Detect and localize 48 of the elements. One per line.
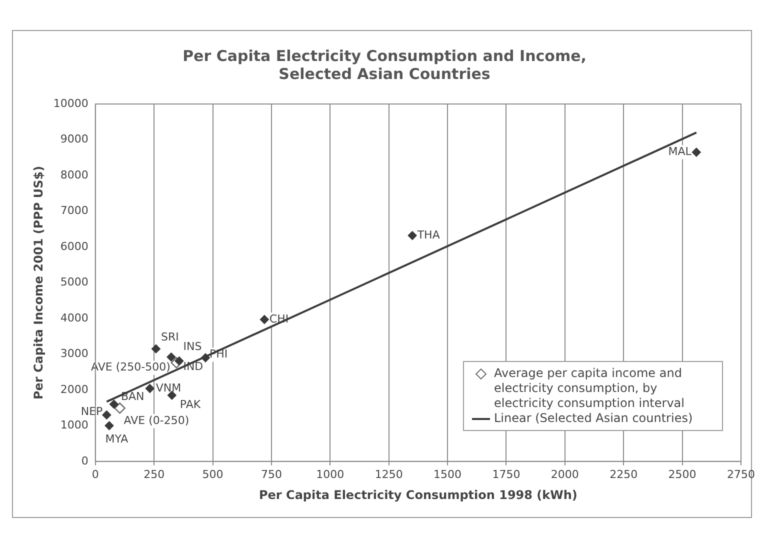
annotation: INS [183,340,202,353]
y-tick-label: 2000 [60,382,88,396]
annotation: MAL [668,145,692,158]
x-tick-label: 250 [144,468,165,481]
y-tick-label: 0 [81,454,88,468]
legend-label: Average per capita income and electricity consumption, by electricity consumption interval [494,366,686,412]
y-tick-label: 8000 [60,168,88,182]
y-tick-label: 9000 [60,132,88,146]
point [151,344,160,354]
x-tick-label: 1250 [374,468,403,481]
y-tick-label: 10000 [53,96,88,110]
x-tick-label: 500 [202,468,224,481]
point [145,384,154,393]
y-tick-label: 5000 [60,276,88,289]
annotation: SRI [160,330,179,344]
annotation: PAK [180,398,202,412]
point [408,231,417,240]
x-tick-label: 2750 [727,468,755,481]
point [109,400,118,409]
point [692,148,701,157]
x-tick-label: 2500 [668,468,696,481]
point [102,410,112,420]
x-tick-label: 1000 [316,468,344,481]
point [260,315,269,324]
y-tick-label: 4000 [60,311,88,324]
point [104,421,114,430]
point [201,353,210,362]
y-tick-label: 1000 [60,418,88,432]
x-axis-title: Per Capita Electricity Consumption 1998 (kWh) [258,488,578,502]
annotation: AVE (0-250) [124,414,190,428]
point [114,402,126,414]
x-tick-label: 0 [92,468,99,481]
chart-title: Per Capita Electricity Consumption and Income, Selected Asian Countries [182,46,586,83]
annotation: THA [416,228,440,242]
y-axis-title: Per Capita Income 2001 (PPP US$) [31,166,46,400]
x-tick-label: 750 [260,468,282,481]
legend-label: Linear (Selected Asian countries) [494,411,693,426]
x-tick-label: 2000 [550,468,579,481]
y-tick-label: 3000 [60,347,88,360]
y-tick-label: 6000 [60,240,88,253]
point [166,352,176,362]
annotation: MYA [105,432,129,446]
y-tick-label: 7000 [60,204,88,218]
x-tick-label: 1750 [492,468,520,481]
annotation: VNM [156,381,182,394]
x-tick-label: 1500 [434,468,462,481]
x-tick-label: 2250 [610,468,638,481]
point [174,356,184,366]
